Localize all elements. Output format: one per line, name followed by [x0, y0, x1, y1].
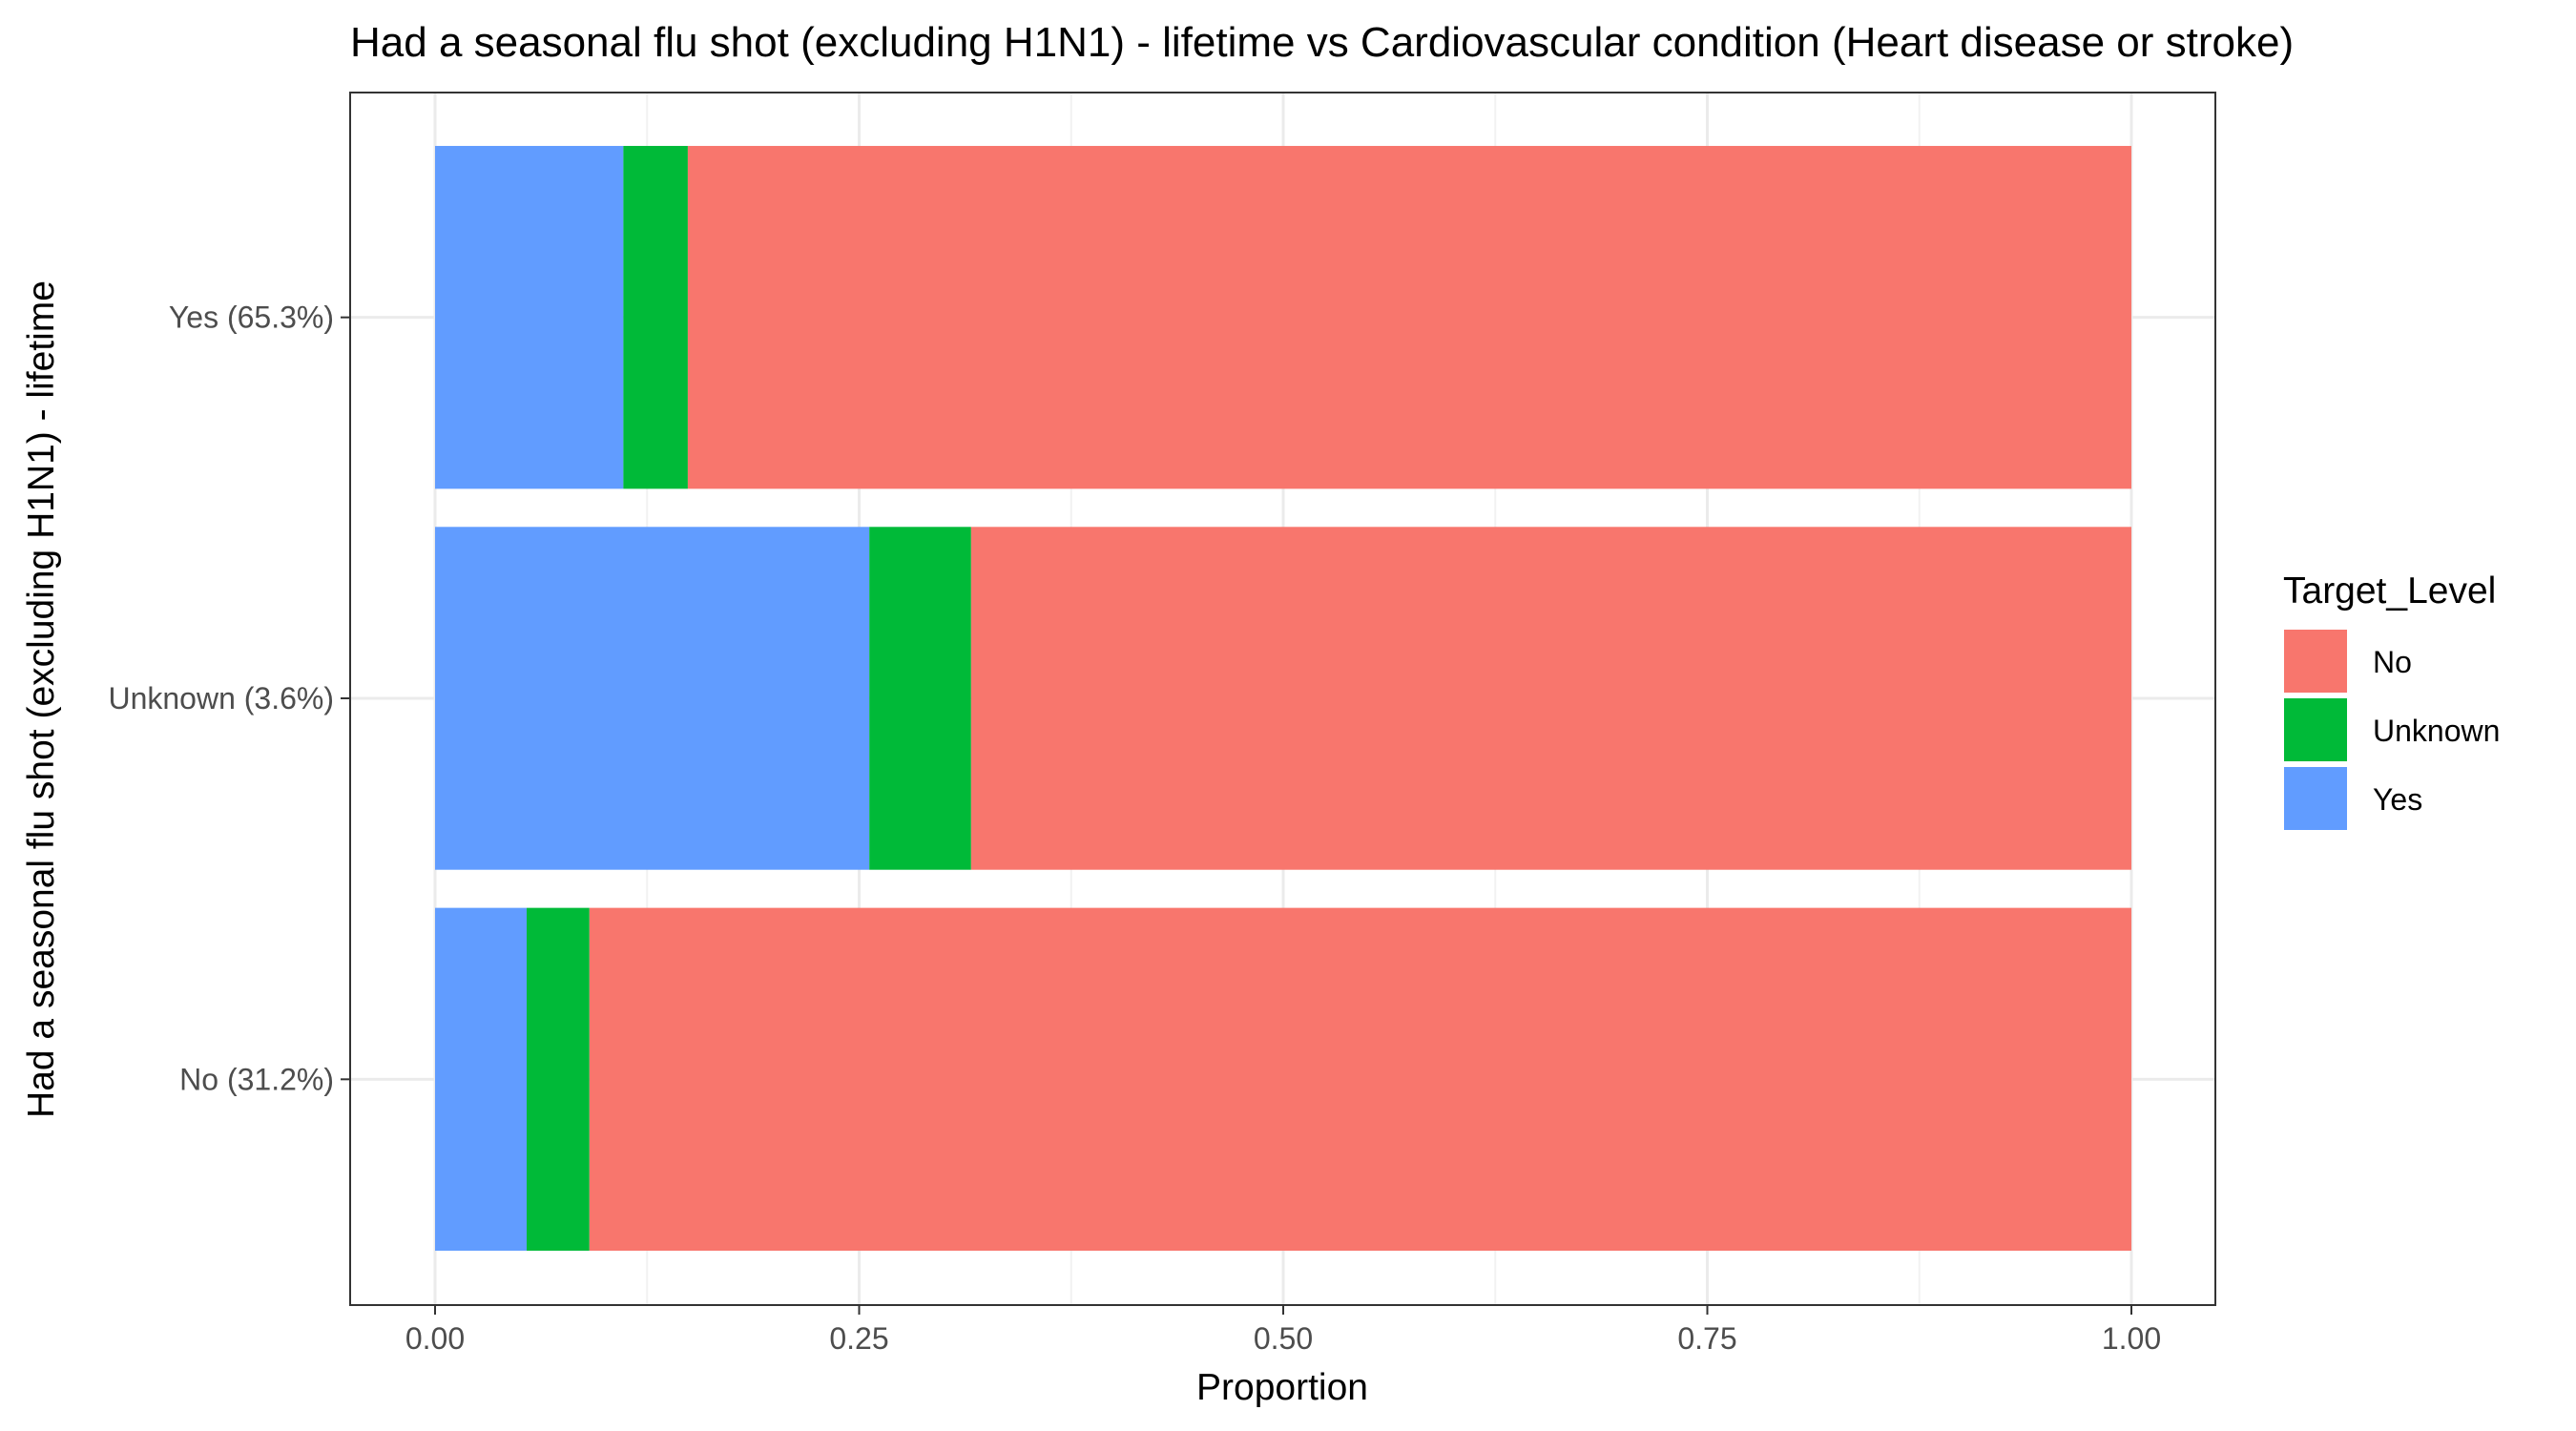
bar-yes-2	[435, 145, 624, 489]
bar-no-0	[589, 907, 2131, 1252]
x-tick-label: 0.75	[1677, 1321, 1736, 1356]
legend-label-yes: Yes	[2373, 782, 2422, 817]
y-tick-label: No (31.2%)	[179, 1062, 334, 1096]
bar-unknown-2	[623, 145, 688, 489]
legend-swatch-unknown	[2284, 698, 2347, 761]
x-tick-label: 0.25	[829, 1321, 888, 1356]
y-axis-title: Had a seasonal flu shot (excluding H1N1)…	[21, 280, 62, 1118]
legend-swatch-yes	[2284, 767, 2347, 830]
bar-yes-0	[435, 907, 528, 1252]
x-axis-title: Proportion	[1196, 1367, 1368, 1408]
legend-label-unknown: Unknown	[2373, 714, 2500, 748]
y-tick-label: Unknown (3.6%)	[108, 681, 334, 716]
legend: Target_Level No Unknown Yes	[2283, 570, 2500, 830]
x-tick-label: 0.50	[1254, 1321, 1313, 1356]
x-tick-label: 0.00	[405, 1321, 465, 1356]
y-tick-label: Yes (65.3%)	[169, 301, 334, 335]
chart-title: Had a seasonal flu shot (excluding H1N1)…	[350, 19, 2294, 66]
plot-area: 0.00 0.25 0.50 0.75 1.00 No (31.2%) Unknown (3…	[108, 92, 2216, 1356]
bar-yes-1	[435, 527, 870, 870]
bar-unknown-0	[527, 907, 590, 1252]
legend-title: Target_Level	[2283, 570, 2496, 612]
bar-unknown-1	[869, 527, 971, 870]
bar-no-1	[970, 527, 2131, 870]
legend-label-no: No	[2373, 645, 2412, 679]
x-tick-label: 1.00	[2102, 1321, 2161, 1356]
legend-swatch-no	[2284, 630, 2347, 693]
bar-no-2	[687, 145, 2131, 489]
